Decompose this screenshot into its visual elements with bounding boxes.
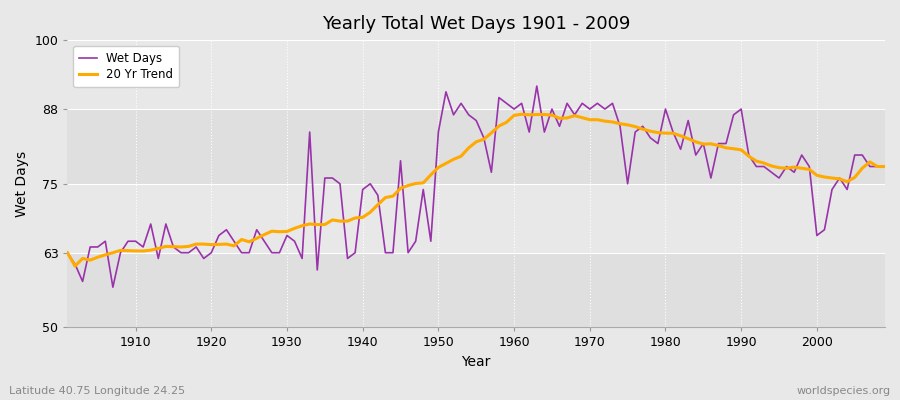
Wet Days	[531, 84, 542, 88]
20 Yr Trend	[342, 219, 353, 224]
Wet Days	[879, 164, 890, 169]
Line: Wet Days: Wet Days	[68, 86, 885, 287]
Bar	[68, 40, 885, 109]
Wet Days	[297, 256, 308, 261]
Wet Days	[62, 250, 73, 255]
Wet Days	[107, 285, 118, 290]
Wet Days	[130, 239, 141, 244]
20 Yr Trend	[879, 164, 890, 169]
Y-axis label: Wet Days: Wet Days	[15, 151, 29, 217]
Text: Latitude 40.75 Longitude 24.25: Latitude 40.75 Longitude 24.25	[9, 386, 185, 396]
Wet Days	[615, 124, 626, 129]
Wet Days	[342, 256, 353, 261]
20 Yr Trend	[615, 121, 626, 126]
20 Yr Trend	[69, 264, 80, 268]
Line: 20 Yr Trend: 20 Yr Trend	[68, 114, 885, 266]
Bar	[68, 253, 885, 328]
Wet Days	[517, 101, 527, 106]
20 Yr Trend	[297, 223, 308, 228]
20 Yr Trend	[508, 113, 519, 118]
20 Yr Trend	[524, 112, 535, 117]
Bar	[68, 109, 885, 184]
Legend: Wet Days, 20 Yr Trend: Wet Days, 20 Yr Trend	[74, 46, 179, 87]
20 Yr Trend	[130, 248, 141, 253]
Text: worldspecies.org: worldspecies.org	[796, 386, 891, 396]
Bar	[68, 184, 885, 253]
Title: Yearly Total Wet Days 1901 - 2009: Yearly Total Wet Days 1901 - 2009	[322, 15, 630, 33]
X-axis label: Year: Year	[462, 355, 490, 369]
20 Yr Trend	[517, 112, 527, 117]
Wet Days	[508, 107, 519, 112]
20 Yr Trend	[62, 250, 73, 255]
